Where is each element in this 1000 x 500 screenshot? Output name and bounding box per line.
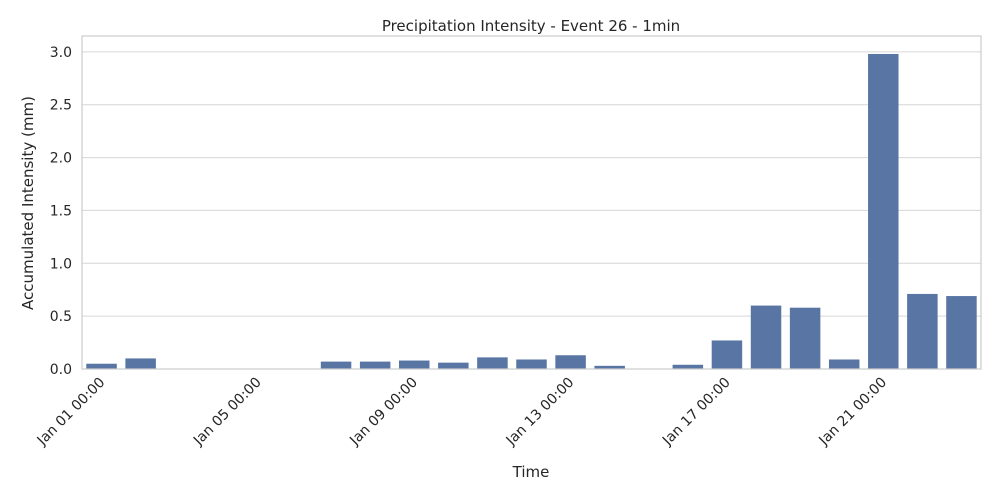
x-tick-label: Jan 05 00:00 (190, 375, 265, 450)
y-tick-label: 2.0 (50, 151, 72, 167)
x-tick-label: Jan 01 00:00 (34, 375, 109, 450)
y-tick-label: 3.0 (50, 45, 72, 61)
x-ticks: Jan 01 00:00 Jan 05 00:00 Jan 09 00:00 Jan … (34, 375, 890, 450)
bars (86, 53, 977, 369)
x-tick-label: Jan 09 00:00 (346, 375, 421, 450)
y-tick-label: 1.5 (50, 203, 72, 219)
bar (438, 362, 469, 369)
y-tick-label: 0.5 (50, 309, 72, 325)
y-tick-label: 1.0 (50, 256, 72, 272)
bar (86, 363, 117, 369)
bar (477, 357, 508, 369)
chart-title: Precipitation Intensity - Event 26 - 1mi… (382, 17, 680, 35)
y-grid (82, 51, 981, 370)
y-tick-label: 2.5 (50, 98, 72, 114)
bar (398, 360, 430, 369)
bar (868, 53, 899, 369)
bar (555, 355, 586, 369)
bar (125, 358, 156, 369)
bar (672, 364, 704, 369)
bar (946, 296, 977, 369)
y-ticks: 0.0 0.5 1.0 1.5 2.0 2.5 3.0 (50, 45, 72, 378)
x-tick-label: Jan 17 00:00 (659, 375, 734, 450)
bar (516, 359, 547, 369)
x-axis-label: Time (512, 463, 550, 481)
bar (594, 365, 625, 369)
bar (711, 340, 743, 369)
x-tick-label: Jan 13 00:00 (503, 375, 578, 450)
bar (359, 361, 391, 369)
bar (828, 359, 860, 369)
bar (789, 307, 821, 369)
bar (320, 361, 352, 369)
y-axis-label: Accumulated Intensity (mm) (19, 96, 37, 310)
y-tick-label: 0.0 (50, 362, 72, 378)
bar (750, 305, 782, 369)
x-tick-label: Jan 21 00:00 (815, 375, 890, 450)
plot-frame (81, 35, 982, 370)
bar (907, 293, 938, 369)
